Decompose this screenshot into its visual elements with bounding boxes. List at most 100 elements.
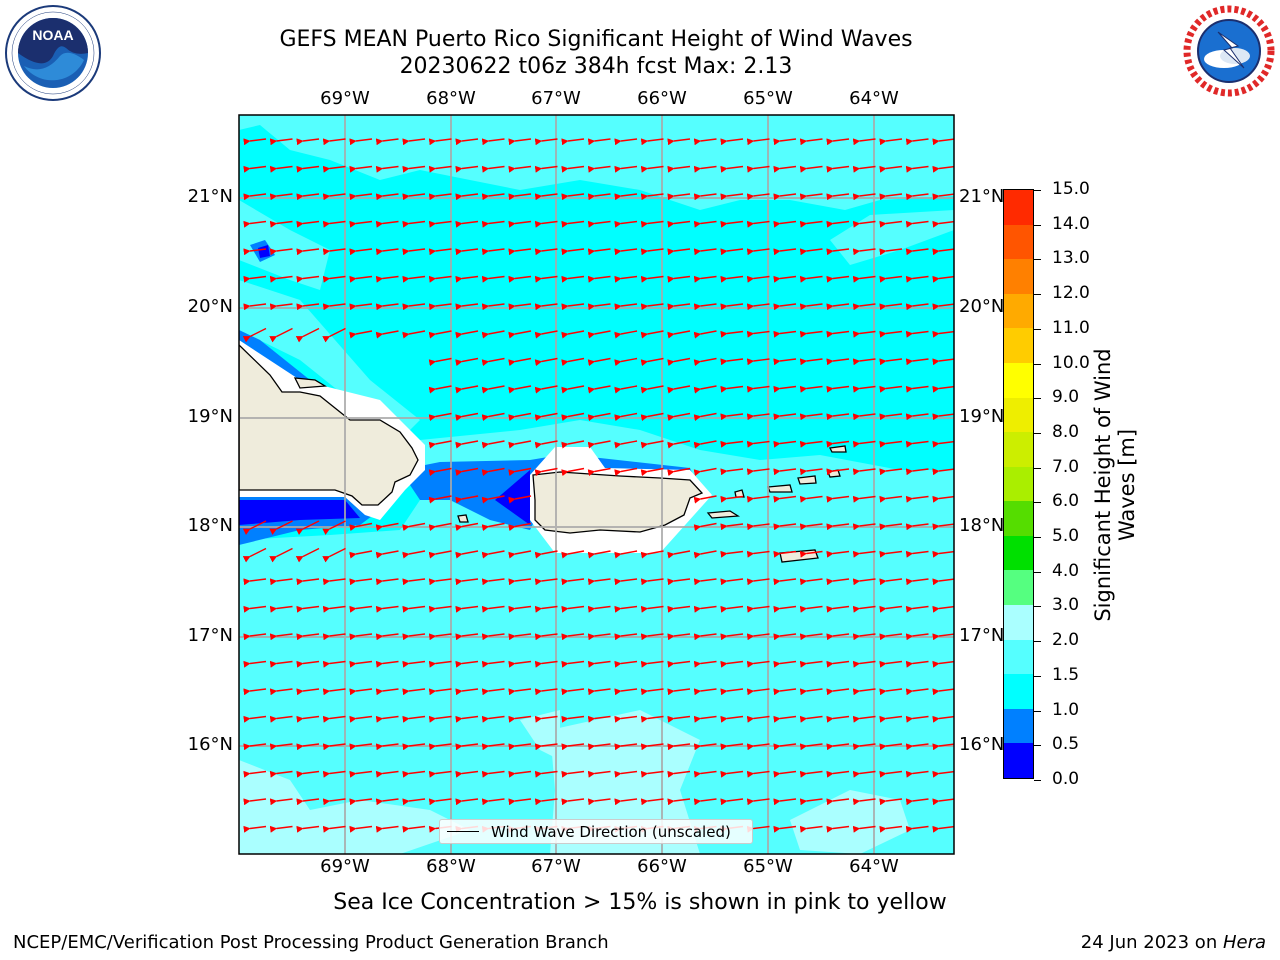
colorbar-segment (1004, 535, 1033, 571)
colorbar-tick-mark (1034, 467, 1041, 469)
colorbar-tick-label: 6.0 (1052, 491, 1080, 512)
wind-wave-arrow (720, 660, 744, 668)
wind-wave-arrow (799, 220, 823, 228)
wind-wave-arrow (296, 138, 320, 146)
wind-wave-arrow (879, 248, 903, 256)
wind-wave-arrow (932, 468, 954, 476)
wind-wave-arrow (243, 633, 267, 641)
wind-wave-arrow (428, 330, 452, 339)
lon-label-bottom: 69°W (320, 856, 370, 877)
wind-wave-arrow (640, 330, 664, 339)
wind-wave-arrow (349, 605, 373, 613)
wind-wave-arrow (534, 330, 558, 339)
wind-wave-arrow (296, 605, 320, 613)
colorbar-segment (1004, 466, 1033, 502)
wind-wave-arrow (296, 770, 320, 778)
wind-wave-arrow (879, 220, 903, 228)
lon-label-top: 64°W (849, 88, 899, 109)
colorbar-segment (1004, 673, 1033, 709)
wind-wave-arrow (375, 825, 399, 833)
colorbar-tick-label: 10.0 (1052, 352, 1090, 373)
wind-wave-arrow (269, 798, 293, 806)
wind-wave-arrow (640, 660, 664, 668)
wind-wave-arrow (455, 770, 479, 778)
wind-wave-arrow (693, 440, 717, 449)
wind-wave-arrow (932, 385, 954, 393)
wind-wave-arrow (693, 193, 717, 201)
wind-wave-arrow (640, 578, 664, 586)
wind-wave-arrow (269, 165, 293, 173)
wind-wave-arrow (932, 165, 954, 173)
wind-wave-arrow (826, 440, 850, 448)
wind-wave-arrow (508, 522, 532, 532)
wind-wave-arrow (773, 330, 797, 338)
wind-wave-arrow (746, 330, 770, 338)
wind-wave-arrow (322, 138, 346, 146)
lat-label-right: 20°N (959, 296, 1005, 317)
wind-wave-arrow (428, 412, 452, 422)
wind-wave-arrow (269, 193, 293, 201)
colorbar-tick-label: 11.0 (1052, 317, 1090, 338)
colorbar-segment (1004, 258, 1033, 294)
wind-wave-arrow (402, 715, 426, 723)
wind-wave-arrow (826, 633, 850, 641)
wind-wave-arrow (905, 660, 929, 668)
wind-wave-arrow (296, 193, 320, 201)
wind-wave-arrow (614, 138, 638, 146)
wind-wave-arrow (614, 578, 638, 586)
wind-wave-arrow (402, 138, 426, 146)
wind-wave-arrow (932, 248, 954, 256)
wind-wave-arrow (826, 578, 850, 586)
wind-wave-arrow (428, 165, 452, 173)
wind-wave-arrow (905, 330, 929, 338)
wind-wave-arrow (481, 605, 505, 613)
wind-wave-arrow (799, 165, 823, 173)
lat-label-left: 17°N (187, 625, 233, 646)
wind-wave-arrow (349, 770, 373, 778)
lon-label-top: 67°W (531, 88, 581, 109)
wind-wave-arrow (428, 688, 452, 696)
wind-wave-arrow (693, 220, 717, 228)
colorbar-segment (1004, 431, 1033, 467)
wind-wave-arrow (693, 385, 717, 394)
wind-wave-arrow (746, 550, 770, 558)
wind-wave-arrow (561, 330, 585, 339)
wind-wave-arrow (534, 412, 558, 422)
wind-wave-arrow (746, 138, 770, 146)
wind-wave-arrow (693, 522, 717, 532)
colorbar-tick-mark (1034, 398, 1041, 400)
wind-wave-arrow (720, 550, 744, 558)
wind-wave-arrow (349, 193, 373, 201)
wind-wave-arrow (428, 770, 452, 778)
wind-wave-arrow (481, 578, 505, 586)
wind-wave-arrow (879, 495, 903, 503)
wind-wave-arrow (561, 193, 585, 201)
wind-wave-arrow (746, 743, 770, 751)
svg-text:NOAA: NOAA (32, 27, 73, 43)
wind-wave-arrow (296, 715, 320, 723)
wind-wave-arrow (667, 138, 691, 146)
wind-wave-arrow (455, 743, 479, 751)
wind-wave-arrow (720, 743, 744, 751)
wind-wave-arrow (561, 303, 585, 311)
wind-wave-arrow (614, 385, 638, 394)
wind-wave-arrow (269, 660, 293, 668)
wind-wave-arrow (402, 688, 426, 696)
wind-wave-arrow (746, 248, 770, 256)
wind-wave-arrow (826, 138, 850, 146)
wind-wave-arrow (428, 715, 452, 723)
wind-wave-arrow (587, 550, 611, 559)
wind-wave-arrow (322, 660, 346, 668)
wind-wave-arrow (561, 440, 585, 449)
wind-wave-arrow (614, 770, 638, 778)
mona-island (457, 514, 469, 523)
wind-wave-arrow (905, 220, 929, 228)
wind-wave-arrow (614, 330, 638, 339)
wind-wave-arrow (879, 605, 903, 613)
wind-wave-arrow (799, 193, 823, 201)
wind-wave-arrow (799, 358, 823, 366)
wind-wave-arrow (826, 660, 850, 668)
wind-wave-arrow (587, 743, 611, 751)
wind-wave-arrow (667, 193, 691, 201)
